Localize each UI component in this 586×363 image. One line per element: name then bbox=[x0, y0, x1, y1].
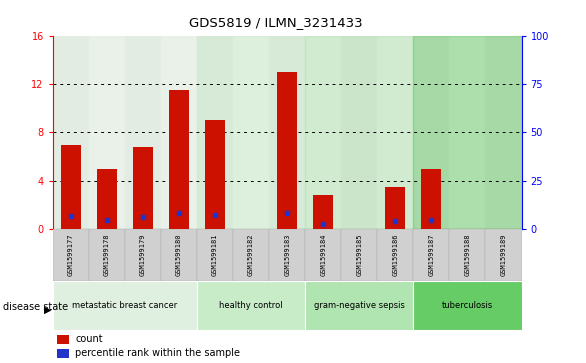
Text: GSM1599179: GSM1599179 bbox=[140, 234, 146, 276]
Text: GSM1599185: GSM1599185 bbox=[356, 234, 362, 276]
Bar bbox=[197, 281, 305, 330]
Bar bbox=[314, 195, 333, 229]
Text: GSM1599181: GSM1599181 bbox=[212, 234, 218, 276]
Bar bbox=[305, 229, 341, 281]
Text: healthy control: healthy control bbox=[219, 301, 283, 310]
Bar bbox=[413, 36, 449, 229]
Bar bbox=[233, 229, 269, 281]
Bar bbox=[305, 36, 341, 229]
Bar bbox=[386, 187, 406, 229]
Bar bbox=[377, 229, 413, 281]
Bar bbox=[89, 229, 125, 281]
Text: GSM1599183: GSM1599183 bbox=[284, 234, 290, 276]
Bar bbox=[197, 36, 305, 229]
Text: GSM1599188: GSM1599188 bbox=[465, 234, 471, 276]
Text: gram-negative sepsis: gram-negative sepsis bbox=[314, 301, 405, 310]
Text: percentile rank within the sample: percentile rank within the sample bbox=[75, 348, 240, 359]
Bar bbox=[341, 229, 377, 281]
Bar bbox=[413, 229, 449, 281]
Bar bbox=[197, 36, 233, 229]
Bar bbox=[57, 335, 69, 344]
Text: GSM1599186: GSM1599186 bbox=[392, 234, 398, 276]
Bar bbox=[277, 72, 297, 229]
Bar bbox=[61, 144, 81, 229]
Bar bbox=[89, 36, 125, 229]
Text: metastatic breast cancer: metastatic breast cancer bbox=[72, 301, 178, 310]
Bar bbox=[53, 36, 197, 229]
Text: GSM1599184: GSM1599184 bbox=[320, 234, 326, 276]
Text: GSM1599189: GSM1599189 bbox=[500, 234, 506, 276]
Bar bbox=[413, 36, 522, 229]
Text: disease state: disease state bbox=[3, 302, 68, 312]
Bar bbox=[97, 168, 117, 229]
Bar bbox=[197, 229, 233, 281]
Bar bbox=[449, 36, 485, 229]
Text: GSM1599187: GSM1599187 bbox=[428, 234, 434, 276]
Bar bbox=[305, 36, 413, 229]
Bar bbox=[485, 229, 522, 281]
Bar bbox=[305, 281, 413, 330]
Text: GSM1599180: GSM1599180 bbox=[176, 234, 182, 276]
Bar bbox=[53, 281, 197, 330]
Text: GSM1599178: GSM1599178 bbox=[104, 234, 110, 276]
Bar bbox=[421, 168, 441, 229]
Bar bbox=[133, 147, 153, 229]
Bar bbox=[269, 36, 305, 229]
Bar bbox=[161, 229, 197, 281]
Bar bbox=[57, 349, 69, 358]
Text: GSM1599177: GSM1599177 bbox=[68, 234, 74, 276]
Text: GSM1599182: GSM1599182 bbox=[248, 234, 254, 276]
Bar bbox=[53, 229, 89, 281]
Bar bbox=[53, 36, 89, 229]
Bar bbox=[449, 229, 485, 281]
Bar bbox=[169, 90, 189, 229]
Bar bbox=[161, 36, 197, 229]
Bar bbox=[233, 36, 269, 229]
Text: tuberculosis: tuberculosis bbox=[442, 301, 493, 310]
Bar bbox=[485, 36, 522, 229]
Bar bbox=[413, 281, 522, 330]
Text: ▶: ▶ bbox=[44, 305, 52, 315]
Bar bbox=[125, 36, 161, 229]
Bar bbox=[125, 229, 161, 281]
Bar bbox=[269, 229, 305, 281]
Text: GDS5819 / ILMN_3231433: GDS5819 / ILMN_3231433 bbox=[189, 16, 362, 29]
Text: count: count bbox=[75, 334, 103, 344]
Bar bbox=[377, 36, 413, 229]
Bar bbox=[205, 121, 225, 229]
Bar bbox=[341, 36, 377, 229]
